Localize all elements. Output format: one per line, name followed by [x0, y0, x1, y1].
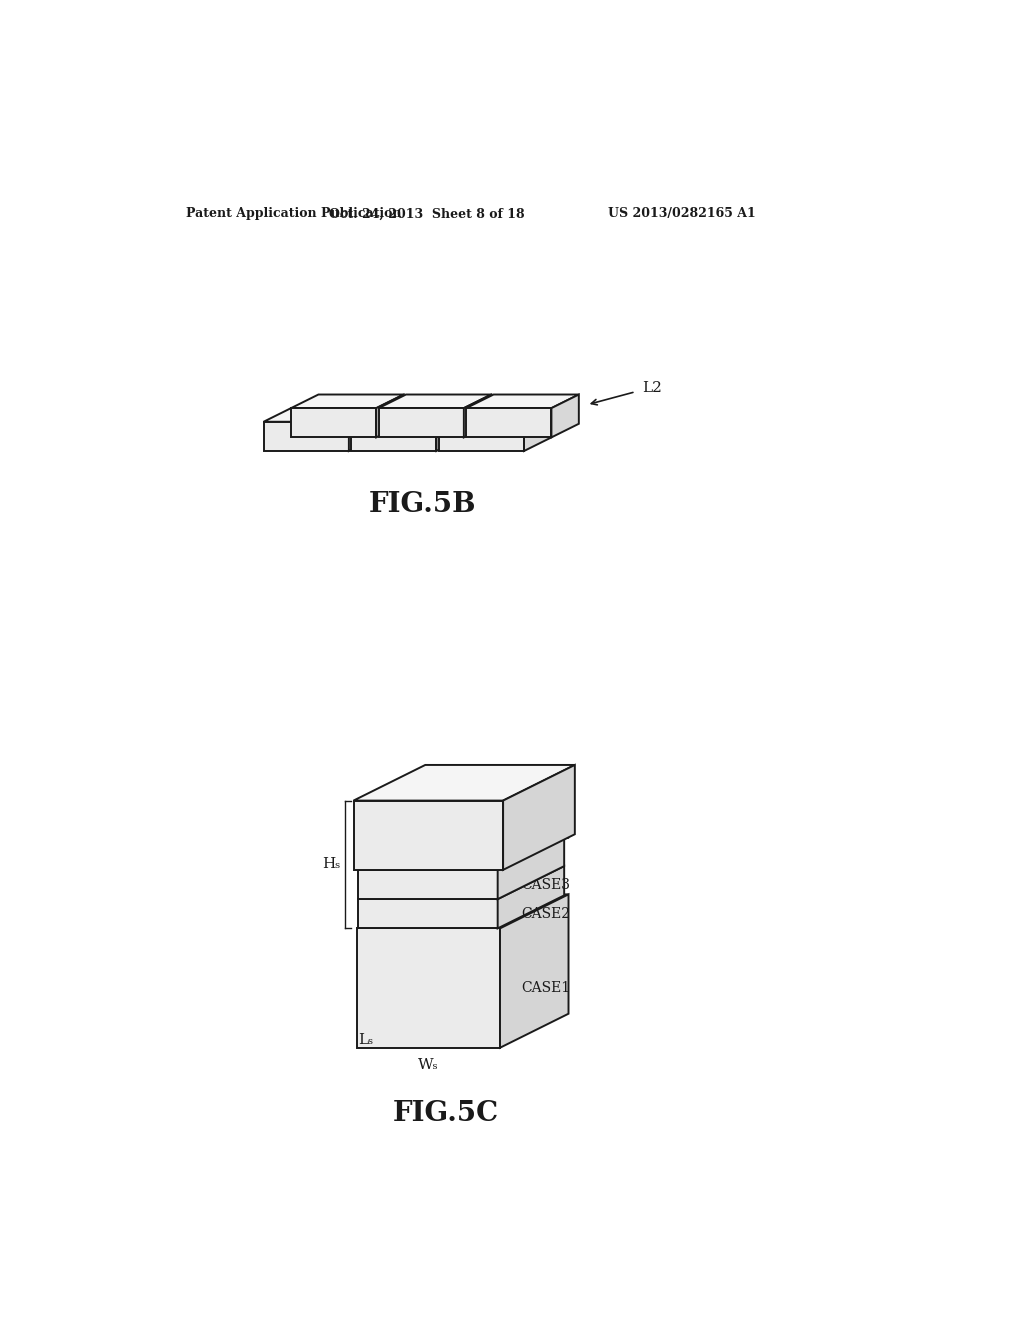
Text: FIG.5B: FIG.5B	[369, 491, 476, 519]
Polygon shape	[436, 408, 464, 451]
Text: CASE1: CASE1	[521, 981, 570, 995]
Text: CASE3: CASE3	[521, 878, 570, 891]
Text: Patent Application Publication: Patent Application Publication	[186, 207, 401, 220]
Polygon shape	[291, 408, 376, 437]
Polygon shape	[498, 866, 564, 928]
Polygon shape	[438, 422, 524, 451]
Polygon shape	[500, 895, 568, 1048]
Polygon shape	[291, 395, 403, 408]
Polygon shape	[503, 766, 574, 870]
Polygon shape	[263, 408, 376, 422]
Text: CASE2: CASE2	[521, 907, 570, 921]
Polygon shape	[379, 395, 492, 408]
Text: Hₛ: Hₛ	[322, 858, 340, 871]
Text: Oct. 24, 2013  Sheet 8 of 18: Oct. 24, 2013 Sheet 8 of 18	[329, 207, 524, 220]
Polygon shape	[353, 800, 503, 870]
Text: US 2013/0282165 A1: US 2013/0282165 A1	[608, 207, 757, 220]
Polygon shape	[524, 408, 552, 451]
Text: Lₛ: Lₛ	[358, 1034, 374, 1047]
Text: L2: L2	[642, 381, 662, 395]
Polygon shape	[358, 870, 498, 899]
Polygon shape	[349, 408, 376, 451]
Polygon shape	[351, 408, 464, 422]
Polygon shape	[351, 422, 436, 451]
Text: FIG.5C: FIG.5C	[392, 1100, 499, 1127]
Polygon shape	[358, 837, 564, 870]
Polygon shape	[263, 422, 349, 451]
Polygon shape	[466, 395, 579, 408]
Polygon shape	[464, 395, 492, 437]
Polygon shape	[379, 408, 464, 437]
Polygon shape	[376, 395, 403, 437]
Polygon shape	[356, 895, 568, 928]
Polygon shape	[353, 766, 574, 800]
Polygon shape	[498, 837, 564, 899]
Polygon shape	[466, 408, 552, 437]
Text: Wₛ: Wₛ	[418, 1057, 438, 1072]
Polygon shape	[356, 928, 500, 1048]
Text: CASE4: CASE4	[521, 828, 570, 842]
Polygon shape	[358, 866, 564, 899]
Polygon shape	[438, 408, 552, 422]
Polygon shape	[552, 395, 579, 437]
Polygon shape	[358, 899, 498, 928]
